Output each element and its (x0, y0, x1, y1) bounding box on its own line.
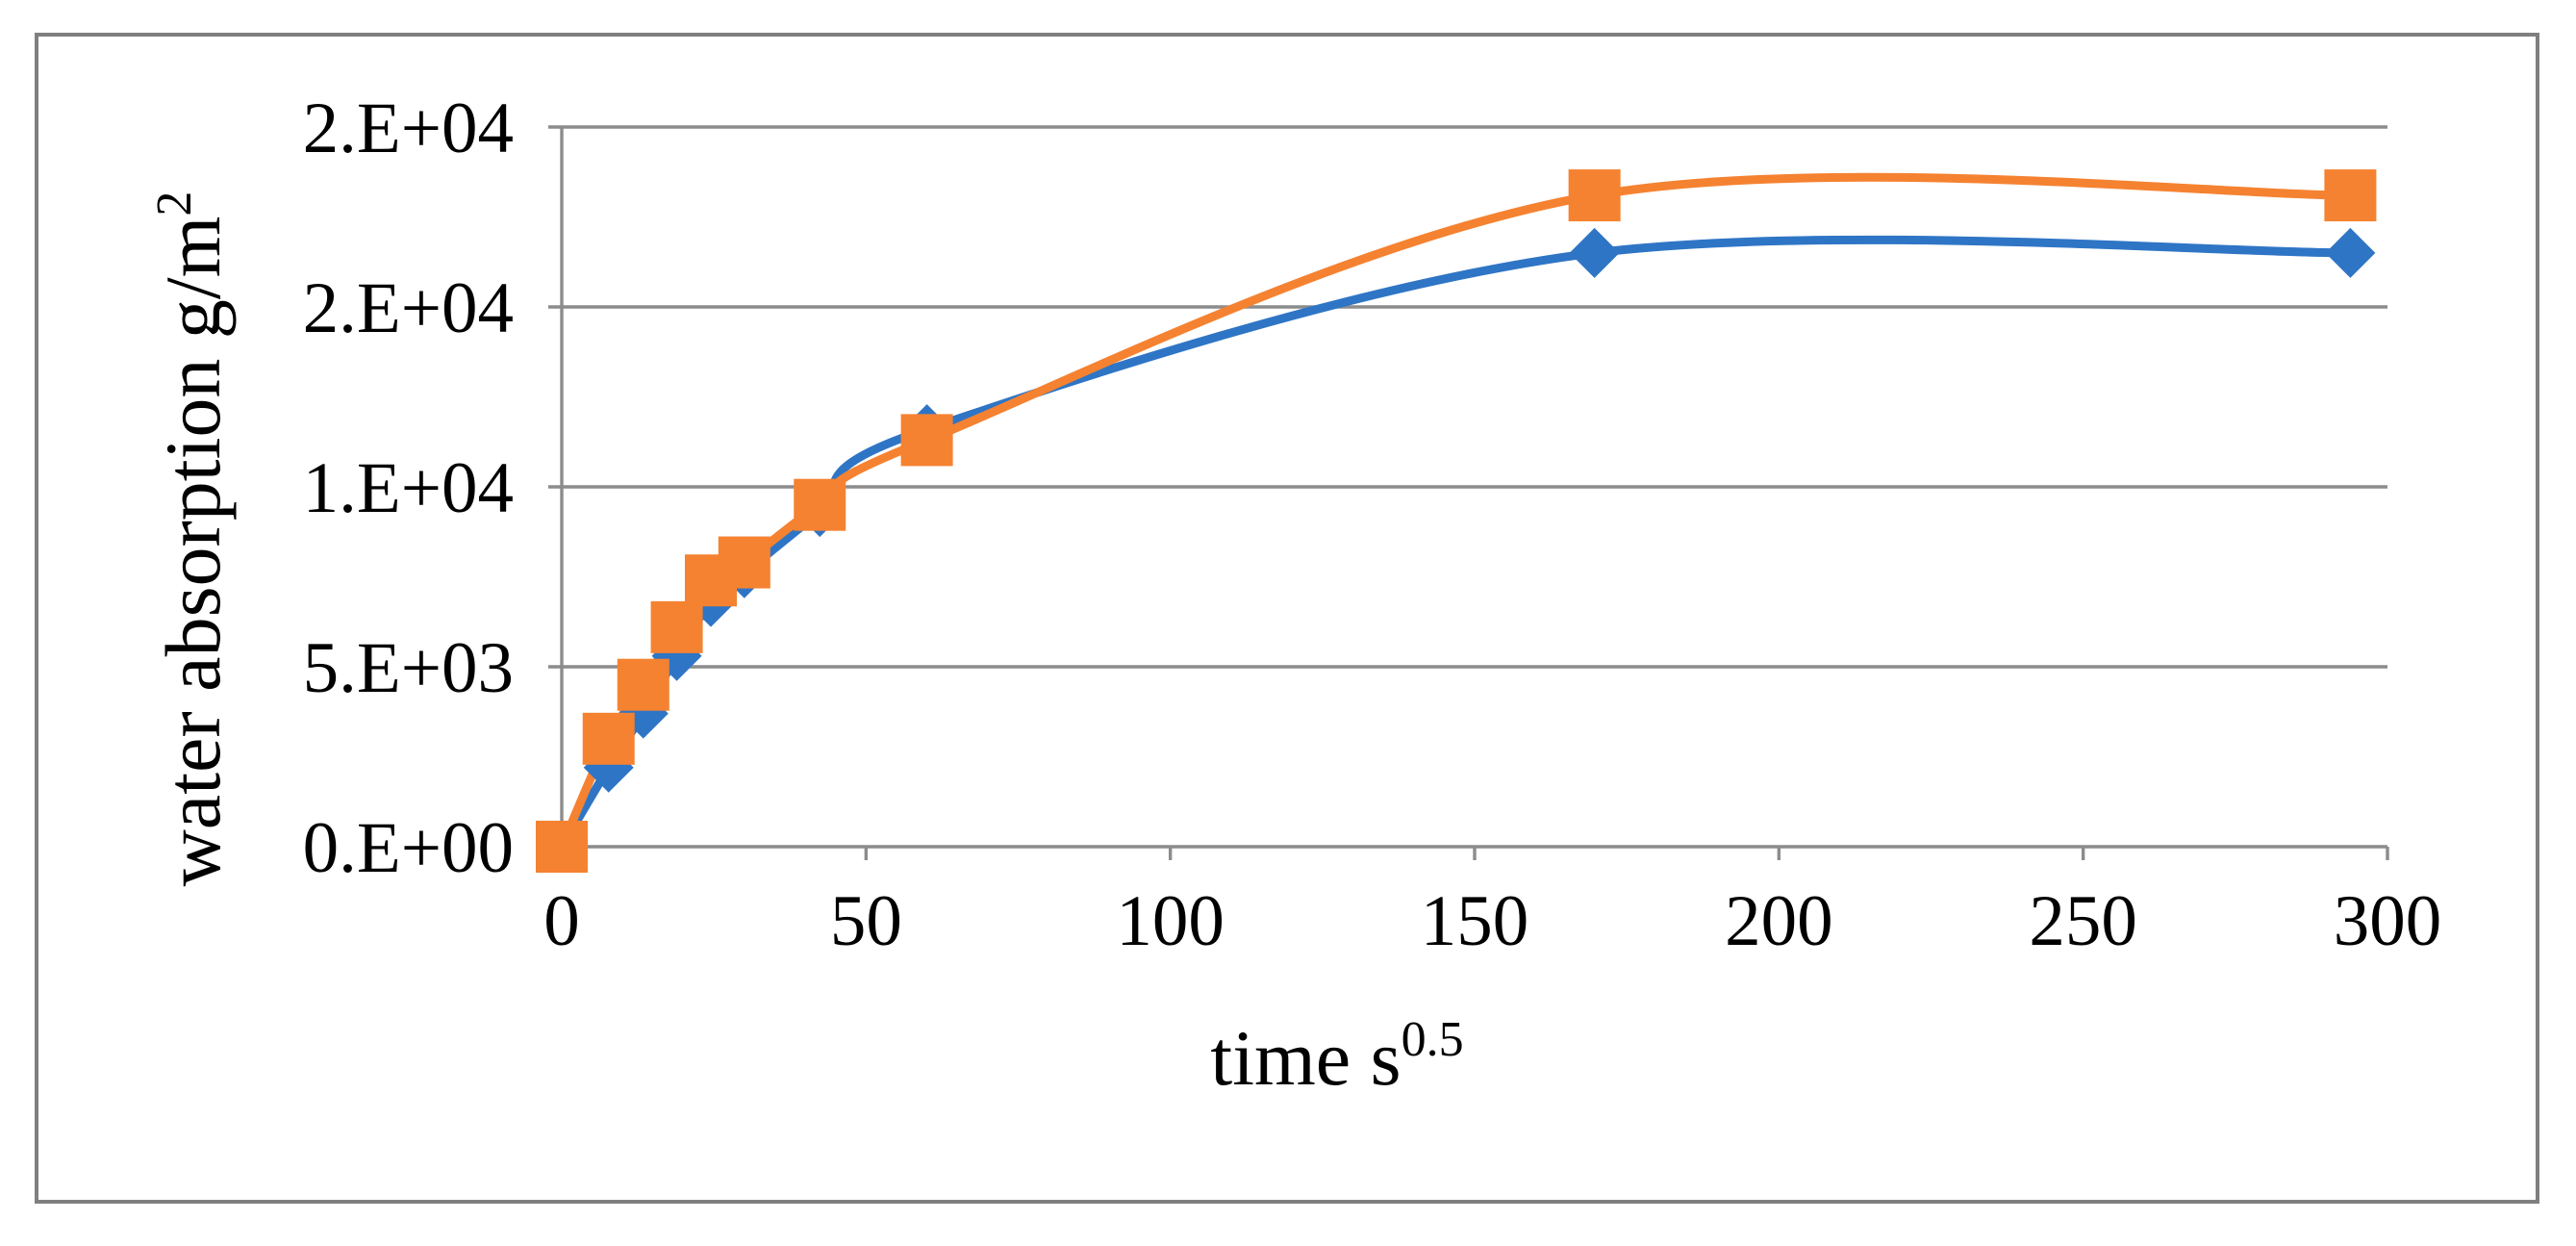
x-tick-label: 100 (1116, 881, 1225, 961)
x-axis-title-main: time s (1210, 1014, 1401, 1102)
x-tick-label: 250 (2029, 881, 2137, 961)
x-tick-label: 200 (1725, 881, 1833, 961)
x-tick-labels: 0 50 100 150 200 250 300 (543, 881, 2441, 961)
series-2-point (900, 414, 953, 467)
y-tick-label: 2.E+04 (303, 89, 514, 168)
y-tick-label: 2.E+04 (303, 268, 514, 348)
series-2-point (2324, 169, 2377, 222)
y-axis-title: water absorption g/m2 (147, 191, 237, 887)
x-tick-label: 50 (830, 881, 902, 961)
series-1-point (1569, 227, 1620, 278)
y-tick-label: 0.E+00 (303, 808, 514, 888)
series-markers (536, 169, 2377, 873)
gridlines (548, 125, 2387, 669)
series-2-point (582, 712, 635, 765)
x-tick-label: 0 (543, 881, 580, 961)
series-2-point (1568, 169, 1621, 222)
series-2-point (536, 821, 588, 873)
series-1-point (2325, 227, 2376, 278)
y-tick-labels: 0.E+00 5.E+03 1.E+04 2.E+04 2.E+04 (303, 89, 514, 888)
y-tick-label: 5.E+03 (303, 628, 514, 708)
y-axis-title-main: water absorption g/m (149, 216, 237, 887)
series-2-point (617, 658, 669, 711)
series-2-point (794, 478, 846, 531)
x-axis-title-superscript: 0.5 (1402, 1012, 1464, 1067)
x-axis-title: time s0.5 (1210, 1012, 1463, 1102)
y-axis-title-superscript: 2 (147, 191, 202, 216)
y-tick-label: 1.E+04 (303, 448, 514, 528)
series-2-point (718, 536, 770, 589)
x-tick-label: 150 (1421, 881, 1529, 961)
x-tick-label: 300 (2334, 881, 2442, 961)
chart-frame (35, 33, 2539, 1204)
series-2-point (650, 600, 703, 653)
